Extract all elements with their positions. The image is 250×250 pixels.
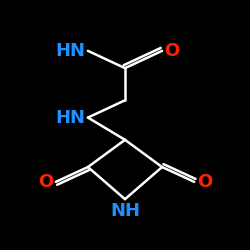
Text: HN: HN xyxy=(56,108,86,126)
Text: O: O xyxy=(197,173,212,191)
Text: NH: NH xyxy=(110,202,140,220)
Text: O: O xyxy=(164,42,180,60)
Text: HN: HN xyxy=(56,42,86,60)
Text: O: O xyxy=(38,173,53,191)
